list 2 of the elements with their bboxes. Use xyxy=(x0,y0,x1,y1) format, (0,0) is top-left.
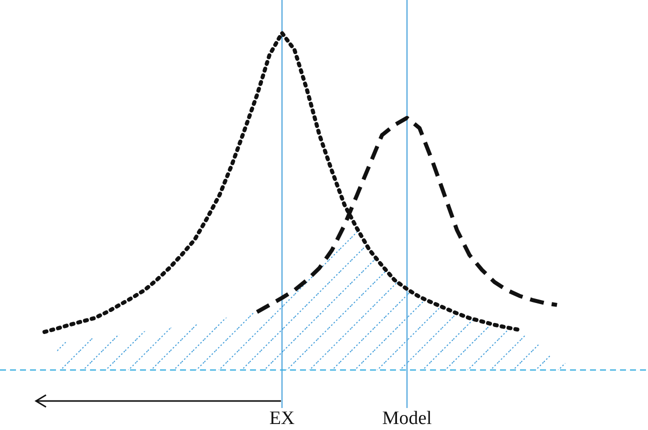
x-tick-label: EX xyxy=(269,408,295,429)
x-tick-label: Model xyxy=(382,408,432,429)
